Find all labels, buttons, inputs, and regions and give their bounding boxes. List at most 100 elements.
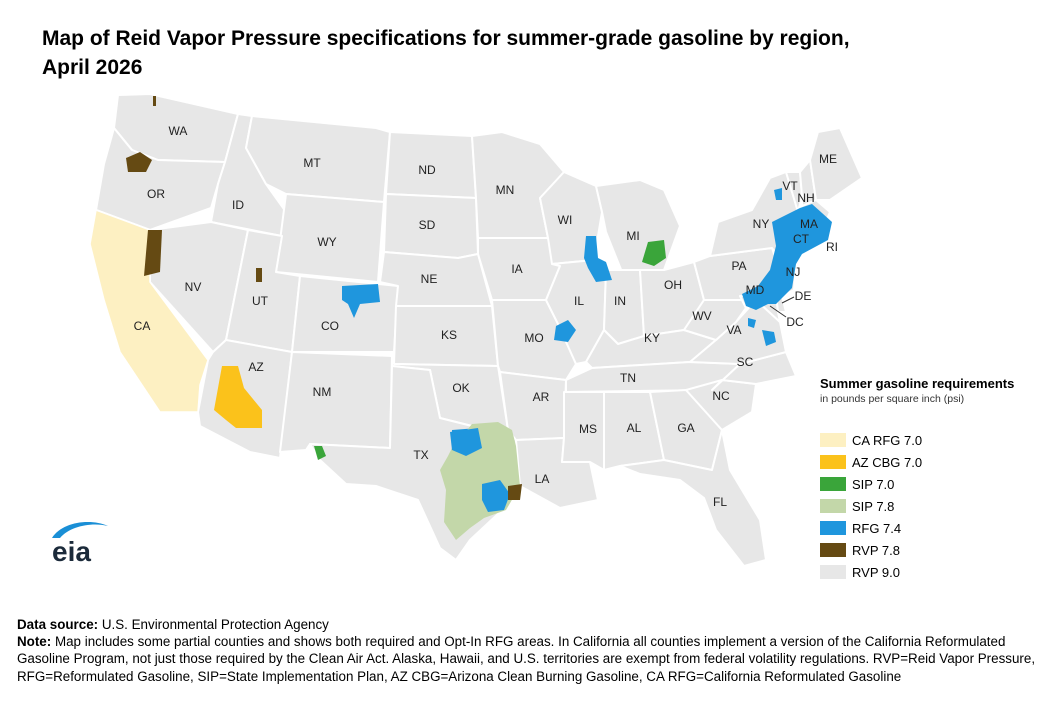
us-map: WA OR CA ID NV MT WY UT AZ CO NM ND SD N… [89,93,863,567]
label-ks: KS [441,328,457,342]
label-va: VA [726,323,741,337]
label-in: IN [614,294,626,308]
label-mo: MO [524,331,543,345]
state-nm [279,351,393,453]
area-rfg-7.4-vermont-ny [774,188,782,200]
label-ri: RI [826,240,838,254]
note-line: Note: Map includes some partial counties… [17,633,1047,685]
label-mi: MI [626,229,639,243]
label-az: AZ [248,360,263,374]
label-me: ME [819,152,837,166]
label-ky: KY [644,331,660,345]
note-text: Map includes some partial counties and s… [17,634,1036,684]
label-la: LA [535,472,550,486]
area-az-cbg-7.0-phoenix [214,366,262,428]
eia-logo: eia [52,522,108,566]
legend-item-rvp-7-8: RVP 7.8 [820,539,1055,561]
leader-lines [769,296,795,318]
area-rvp-7.8-utah [256,268,262,282]
label-mn: MN [496,183,515,197]
label-nm: NM [313,385,332,399]
area-rvp-7.8-beaumont [508,484,522,500]
label-wi: WI [558,213,573,227]
area-rfg-7.4-northeast-corridor [742,204,832,310]
label-ny: NY [753,217,770,231]
label-wy: WY [317,235,336,249]
legend-label-sip-7-0: SIP 7.0 [852,476,895,492]
label-sd: SD [419,218,436,232]
legend-label-az-cbg: AZ CBG 7.0 [852,454,923,470]
label-tn: TN [620,371,636,385]
legend-swatch-rvp-7-8 [820,543,846,557]
label-nh: NH [797,191,814,205]
label-nj: NJ [786,265,801,279]
title-line-2: April 2026 [42,56,143,79]
label-sc: SC [737,355,754,369]
source-line: Data source: U.S. Environmental Protecti… [17,616,1047,633]
label-ar: AR [533,390,550,404]
source-label: Data source: [17,617,99,632]
label-ms: MS [579,422,597,436]
label-dc: DC [786,315,804,329]
label-ne: NE [421,272,438,286]
leader-dc [769,305,787,318]
area-sip-7.0-el-paso [314,446,326,460]
legend-item-sip-7-8: SIP 7.8 [820,495,1055,517]
map-title: Map of Reid Vapor Pressure specification… [42,24,1022,82]
leader-de [781,296,795,304]
regulated-areas [89,96,832,540]
legend-swatch-rvp-9-0 [820,565,846,579]
footnotes: Data source: U.S. Environmental Protecti… [17,616,1047,685]
label-wa: WA [169,124,188,138]
label-tx: TX [413,448,428,462]
label-ma: MA [800,217,818,231]
label-vt: VT [782,179,798,193]
legend-label-rvp-7-8: RVP 7.8 [852,542,900,558]
label-al: AL [627,421,642,435]
title-line-1: Map of Reid Vapor Pressure specification… [42,27,850,50]
area-rfg-7.4-norfolk-richmond [762,330,776,346]
label-id: ID [232,198,244,212]
legend-swatch-rfg-7-4 [820,521,846,535]
area-rfg-7.4-northern-virginia [748,318,756,328]
legend-item-sip-7-0: SIP 7.0 [820,473,1055,495]
label-ia: IA [511,262,522,276]
label-mt: MT [303,156,321,170]
legend-item-rvp-9-0: RVP 9.0 [820,561,1055,583]
state-labels: WA OR CA ID NV MT WY UT AZ CO NM ND SD N… [134,124,838,509]
label-ca: CA [134,319,151,333]
eia-logo-text: eia [52,536,91,566]
state-or [95,127,226,231]
label-fl: FL [713,495,727,509]
area-rfg-7.4-st-louis [554,320,576,342]
area-rfg-7.4-chicago-milwaukee [584,236,612,282]
area-rvp-7.8-portland [126,152,152,172]
label-oh: OH [664,278,682,292]
legend-label-rvp-9-0: RVP 9.0 [852,564,900,580]
legend-title: Summer gasoline requirements [820,376,1015,391]
legend-item-rfg-7-4: RFG 7.4 [820,517,1055,539]
legend-subtitle: in pounds per square inch (psi) [820,393,965,405]
area-rfg-7.4-denver [342,284,380,318]
label-nv: NV [185,280,202,294]
legend-item-ca-rfg: CA RFG 7.0 [820,429,1055,451]
label-co: CO [321,319,339,333]
legend-label-rfg-7-4: RFG 7.4 [852,520,902,536]
legend-swatch-sip-7-0 [820,477,846,491]
source-text: U.S. Environmental Protection Agency [101,617,329,632]
eia-logo-swoosh [52,522,108,538]
label-il: IL [574,294,584,308]
area-rvp-7.8-spokane [153,96,156,106]
label-ut: UT [252,294,269,308]
area-rfg-7.4-dallas-top [450,428,482,456]
label-nc: NC [712,389,730,403]
label-ct: CT [793,232,810,246]
label-pa: PA [731,259,746,273]
label-nd: ND [418,163,436,177]
area-sip-7.0-detroit [642,240,666,266]
legend-swatch-az-cbg [820,455,846,469]
legend-item-az-cbg: AZ CBG 7.0 [820,451,1055,473]
area-rfg-7.4-houston-top [482,480,510,512]
label-md: MD [746,283,765,297]
label-ok: OK [452,381,469,395]
